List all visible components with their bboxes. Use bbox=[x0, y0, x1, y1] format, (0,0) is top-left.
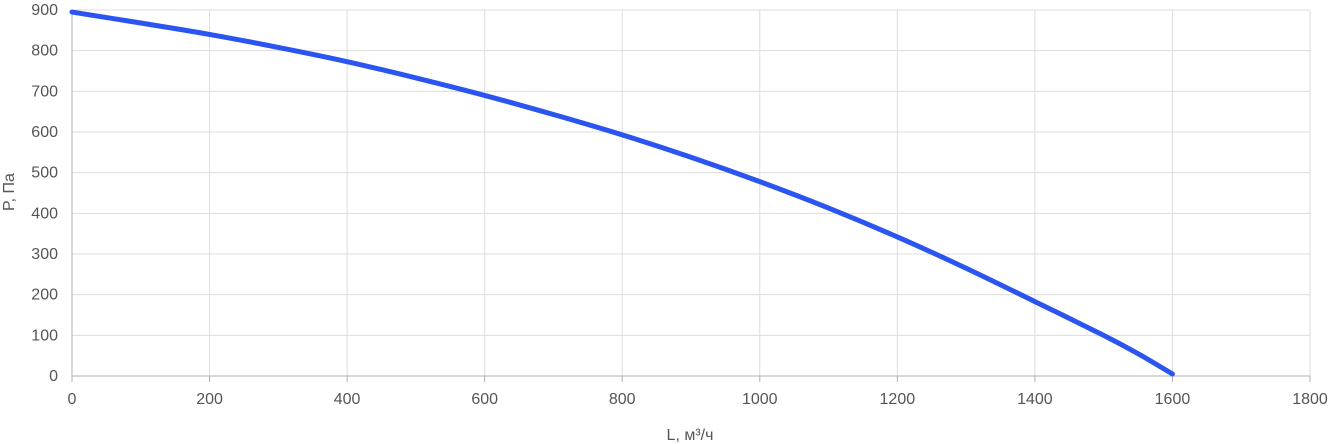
y-tick-label: 600 bbox=[31, 124, 58, 141]
x-axis-title: L, м³/ч bbox=[667, 427, 714, 444]
axes bbox=[71, 10, 1311, 382]
y-tick-label: 800 bbox=[31, 43, 58, 60]
series bbox=[69, 9, 1175, 377]
x-tick-label: 0 bbox=[68, 391, 77, 408]
x-tick-label: 1600 bbox=[1155, 391, 1191, 408]
y-tick-label: 300 bbox=[31, 246, 58, 263]
y-tick-label: 700 bbox=[31, 83, 58, 100]
y-axis-title: P, Па bbox=[1, 173, 18, 211]
x-tick-label: 400 bbox=[334, 391, 361, 408]
x-tick-label: 200 bbox=[196, 391, 223, 408]
x-tick-label: 1400 bbox=[1017, 391, 1053, 408]
x-tick-label: 800 bbox=[609, 391, 636, 408]
y-tick-label: 200 bbox=[31, 287, 58, 304]
y-tick-label: 400 bbox=[31, 205, 58, 222]
x-tick-label: 1000 bbox=[742, 391, 778, 408]
series-line bbox=[69, 9, 1175, 377]
y-tick-label: 900 bbox=[31, 2, 58, 19]
x-tick-label: 1800 bbox=[1292, 391, 1328, 408]
y-tick-labels: 0 100 200 300 400 500 600 700 800 900 bbox=[31, 2, 58, 385]
y-tick-label: 100 bbox=[31, 327, 58, 344]
x-tick-label: 1200 bbox=[880, 391, 916, 408]
y-tick-label: 500 bbox=[31, 165, 58, 182]
x-tick-labels: 0 200 400 600 800 1000 1200 1400 1600 1800 bbox=[68, 391, 1328, 408]
y-tick-label: 0 bbox=[49, 368, 58, 385]
x-tick-label: 600 bbox=[471, 391, 498, 408]
grid bbox=[72, 9, 1311, 376]
